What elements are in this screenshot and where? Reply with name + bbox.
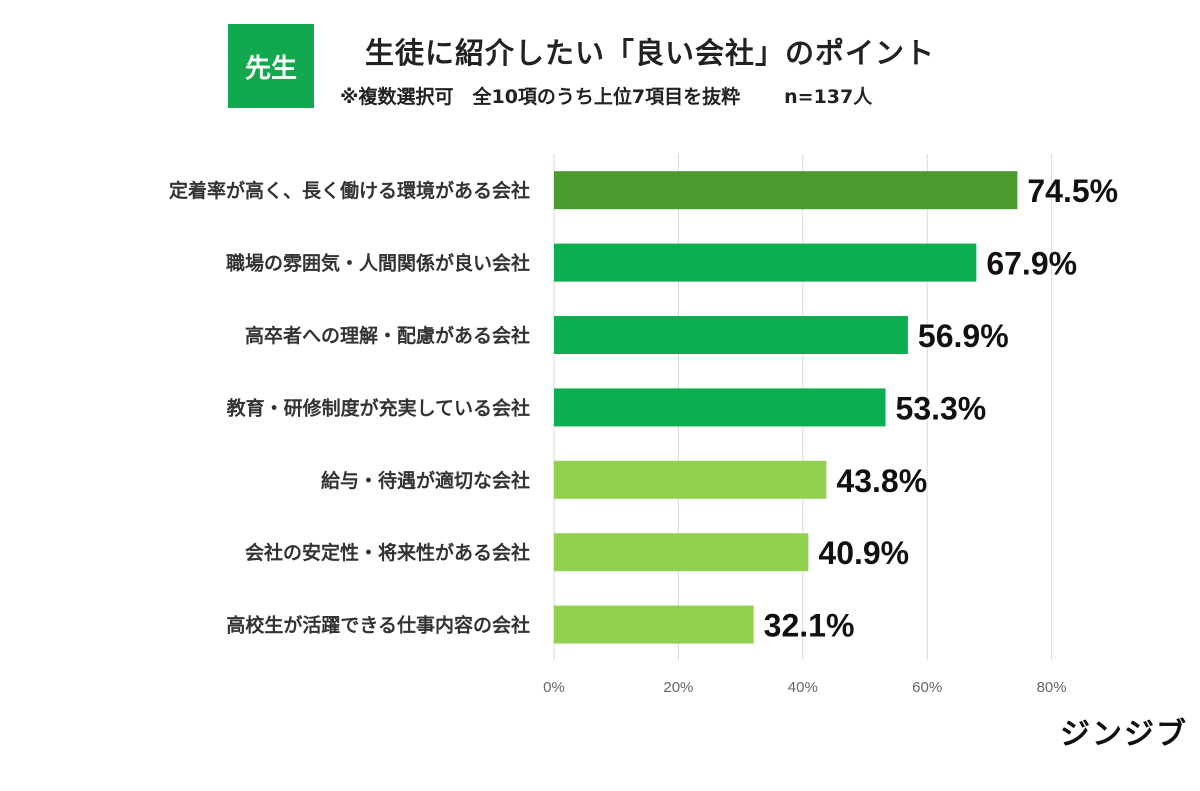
brand-logo: ジンジブ [1060, 717, 1188, 752]
bar [554, 243, 977, 282]
value-label: 74.5% [1027, 173, 1118, 209]
value-label: 56.9% [918, 318, 1009, 354]
category-label: 会社の安定性・将来性がある会社 [245, 541, 530, 564]
sample-size: n=137人 [784, 86, 873, 108]
bar [554, 605, 754, 644]
x-tick-label: 60% [912, 679, 942, 696]
chart-title: 生徒に紹介したい「良い会社」のポイント [364, 36, 935, 70]
value-label: 40.9% [818, 535, 909, 571]
teacher-badge: 先生 [228, 24, 314, 108]
bar [554, 316, 908, 354]
value-label: 32.1% [764, 608, 855, 644]
category-label: 定着率が高く、長く働ける環境がある会社 [169, 179, 530, 202]
category-label: 高卒者への理解・配慮がある会社 [245, 324, 530, 347]
bar [554, 460, 827, 499]
x-tick-label: 40% [788, 679, 818, 696]
category-label: 教育・研修制度が充実している会社 [227, 396, 530, 419]
value-label: 43.8% [836, 463, 927, 499]
value-label: 53.3% [896, 390, 987, 426]
chart-subtitle: ※複数選択可 全10項のうち上位7項目を抜粋 n=137人 [340, 82, 872, 109]
bar [554, 533, 809, 572]
category-label: 高校生が活躍できる仕事内容の会社 [226, 614, 530, 637]
category-label: 職場の雰囲気・人間関係が良い会社 [226, 252, 530, 275]
category-label: 給与・待遇が適切な会社 [321, 469, 530, 492]
bar [554, 388, 886, 427]
subtitle-note: ※複数選択可 全10項のうち上位7項目を抜粋 [340, 86, 741, 108]
x-tick-label: 80% [1037, 679, 1067, 696]
x-tick-label: 0% [543, 679, 565, 696]
value-label: 67.9% [986, 246, 1077, 282]
x-tick-label: 20% [663, 679, 693, 696]
bar [554, 171, 1018, 210]
